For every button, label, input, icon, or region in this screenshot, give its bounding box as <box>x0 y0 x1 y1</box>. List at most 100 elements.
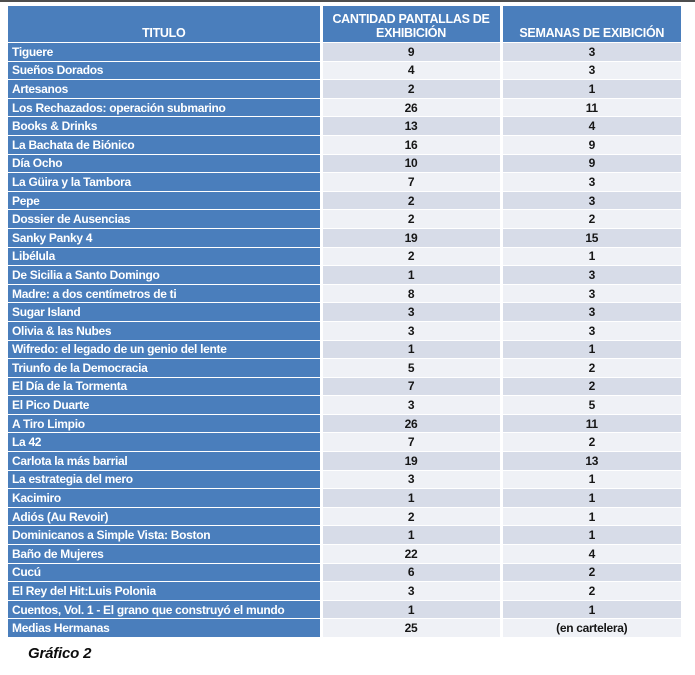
screens-cell: 5 <box>319 358 501 378</box>
screens-cell: 2 <box>319 79 501 99</box>
weeks-cell: 3 <box>499 61 681 81</box>
screens-cell: 26 <box>319 98 501 118</box>
movie-title-cell: Dominicanos a Simple Vista: Boston <box>8 525 321 546</box>
table-row: Books & Drinks 13 4 <box>8 116 681 136</box>
weeks-cell: 3 <box>499 191 681 211</box>
movie-title-cell: Triunfo de la Democracia <box>8 358 321 378</box>
weeks-cell: 3 <box>499 284 681 304</box>
weeks-cell: 4 <box>499 116 681 136</box>
column-header-pantallas: CANTIDAD PANTALLAS DE EXHIBICIÓN <box>319 6 501 43</box>
screens-cell: 1 <box>319 488 501 508</box>
movie-title-cell: Dossier de Ausencias <box>8 209 321 229</box>
weeks-cell: 1 <box>499 488 681 508</box>
screens-cell: 3 <box>319 581 501 601</box>
weeks-cell: 3 <box>499 302 681 322</box>
movie-title-cell: La Bachata de Biónico <box>8 135 321 155</box>
weeks-cell: 2 <box>499 358 681 378</box>
movie-title-cell: A Tiro Limpio <box>8 414 321 434</box>
table-row: Wifredo: el legado de un genio del lente… <box>8 340 681 360</box>
movie-title-cell: El Pico Duarte <box>8 395 321 415</box>
movie-title-cell: La Güira y la Tambora <box>8 172 321 192</box>
screens-cell: 7 <box>319 172 501 192</box>
table-row: Carlota la más barrial 19 13 <box>8 451 681 471</box>
weeks-cell: 9 <box>499 135 681 155</box>
table-row: Medias Hermanas 25 (en cartelera) <box>8 618 681 638</box>
movie-title-cell: Sueños Dorados <box>8 61 321 81</box>
weeks-cell: 15 <box>499 228 681 248</box>
screens-cell: 4 <box>319 61 501 81</box>
figure-caption: Gráfico 2 <box>28 645 92 662</box>
weeks-cell: 2 <box>499 581 681 601</box>
movie-title-cell: Books & Drinks <box>8 116 321 136</box>
table-row: Tiguere 9 3 <box>8 42 681 62</box>
column-header-titulo: TITULO <box>8 6 321 43</box>
table-row: Sueños Dorados 4 3 <box>8 61 681 81</box>
table-row: Madre: a dos centímetros de ti 8 3 <box>8 284 681 304</box>
screens-cell: 19 <box>319 228 501 248</box>
screens-cell: 22 <box>319 544 501 564</box>
movie-title-cell: Madre: a dos centímetros de ti <box>8 284 321 304</box>
exhibition-table: TITULO CANTIDAD PANTALLAS DE EXHIBICIÓN … <box>8 6 681 638</box>
weeks-cell: (en cartelera) <box>499 618 681 638</box>
screens-cell: 3 <box>319 395 501 415</box>
movie-title-cell: Cuentos, Vol. 1 - El grano que construyó… <box>8 600 321 620</box>
header-row: TITULO CANTIDAD PANTALLAS DE EXHIBICIÓN … <box>8 6 681 43</box>
movie-title-cell: El Rey del Hit:Luis Polonia <box>8 581 321 601</box>
screens-cell: 2 <box>319 209 501 229</box>
weeks-cell: 1 <box>499 247 681 267</box>
table-row: Dominicanos a Simple Vista: Boston 1 1 <box>8 525 681 546</box>
weeks-cell: 2 <box>499 377 681 397</box>
weeks-cell: 2 <box>499 209 681 229</box>
weeks-cell: 1 <box>499 470 681 490</box>
screens-cell: 8 <box>319 284 501 304</box>
movie-title-cell: Libélula <box>8 247 321 267</box>
weeks-cell: 5 <box>499 395 681 415</box>
screens-cell: 1 <box>319 340 501 360</box>
screens-cell: 13 <box>319 116 501 136</box>
screens-cell: 3 <box>319 302 501 322</box>
table-row: Dossier de Ausencias 2 2 <box>8 209 681 229</box>
weeks-cell: 1 <box>499 79 681 99</box>
top-border-line <box>0 0 695 2</box>
weeks-cell: 2 <box>499 563 681 583</box>
table-row: Sanky Panky 4 19 15 <box>8 228 681 248</box>
weeks-cell: 11 <box>499 414 681 434</box>
table-row: La estrategia del mero 3 1 <box>8 470 681 490</box>
screens-cell: 2 <box>319 191 501 211</box>
screens-cell: 9 <box>319 42 501 62</box>
movie-title-cell: Artesanos <box>8 79 321 99</box>
weeks-cell: 3 <box>499 172 681 192</box>
table-row: Cucú 6 2 <box>8 563 681 583</box>
movie-title-cell: La 42 <box>8 432 321 453</box>
table-row: La Güira y la Tambora 7 3 <box>8 172 681 192</box>
table-row: Olivia & las Nubes 3 3 <box>8 321 681 341</box>
table-row: La Bachata de Biónico 16 9 <box>8 135 681 155</box>
table-row: Sugar Island 3 3 <box>8 302 681 322</box>
table-row: Día Ocho 10 9 <box>8 154 681 174</box>
table-row: Los Rechazados: operación submarino 26 1… <box>8 98 681 118</box>
weeks-cell: 9 <box>499 154 681 174</box>
movie-title-cell: Medias Hermanas <box>8 618 321 638</box>
screens-cell: 25 <box>319 618 501 638</box>
movie-title-cell: Sugar Island <box>8 302 321 322</box>
screens-cell: 1 <box>319 265 501 285</box>
screens-cell: 26 <box>319 414 501 434</box>
movie-title-cell: Adiós (Au Revoir) <box>8 507 321 527</box>
table-row: Adiós (Au Revoir) 2 1 <box>8 507 681 527</box>
weeks-cell: 1 <box>499 340 681 360</box>
movie-title-cell: Carlota la más barrial <box>8 451 321 471</box>
movie-title-cell: Cucú <box>8 563 321 583</box>
weeks-cell: 3 <box>499 42 681 62</box>
screens-cell: 2 <box>319 507 501 527</box>
movie-title-cell: Wifredo: el legado de un genio del lente <box>8 340 321 360</box>
table-row: El Rey del Hit:Luis Polonia 3 2 <box>8 581 681 601</box>
weeks-cell: 1 <box>499 507 681 527</box>
movie-title-cell: Pepe <box>8 191 321 211</box>
movie-title-cell: El Día de la Tormenta <box>8 377 321 397</box>
weeks-cell: 4 <box>499 544 681 564</box>
movie-title-cell: Baño de Mujeres <box>8 544 321 564</box>
movie-title-cell: De Sicilia a Santo Domingo <box>8 265 321 285</box>
weeks-cell: 3 <box>499 265 681 285</box>
movie-title-cell: Sanky Panky 4 <box>8 228 321 248</box>
table-row: Libélula 2 1 <box>8 247 681 267</box>
